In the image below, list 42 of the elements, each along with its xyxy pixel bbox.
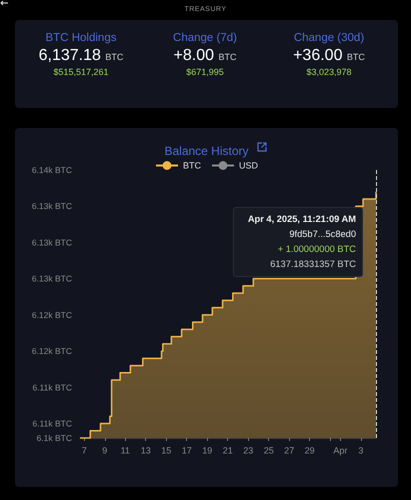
- x-tick-label: Apr: [333, 446, 348, 456]
- x-tick-label: 15: [161, 446, 172, 456]
- x-tick-label: 9: [102, 446, 108, 456]
- annotation: 6137.18331357 BTC: [269, 258, 357, 271]
- annotation: + 1.00000000 BTC: [276, 243, 357, 256]
- x-tick-label: 29: [304, 446, 315, 456]
- y-tick-label: 6.13k BTC: [32, 274, 72, 284]
- x-tick-label: 23: [243, 446, 254, 456]
- x-tick-label: 7: [82, 446, 87, 456]
- text: BTC: [218, 52, 236, 62]
- legend-label: BTC: [183, 160, 202, 170]
- text: BTC Holdings: [44, 32, 118, 44]
- y-tick-label: 6.11k BTC: [32, 382, 72, 392]
- y-tick-label: 6.13k BTC: [32, 237, 72, 248]
- annotation: Apr 4, 2025, 11:21:09 AM: [246, 213, 357, 226]
- text: $515,517,261: [52, 67, 110, 77]
- y-tick-label: 6.11k BTC: [32, 418, 72, 429]
- x-tick-label: 3: [358, 446, 364, 456]
- text: +8.00: [174, 47, 214, 64]
- annotation: 9fd5b7...5c8ed0: [288, 228, 357, 241]
- text: Change (7d): [172, 32, 238, 44]
- y-tick-label: 6.13k BTC: [32, 201, 72, 212]
- text: 6,137.18: [38, 47, 101, 64]
- text: +36.00: [293, 47, 342, 64]
- text: $3,023,978: [305, 67, 353, 77]
- y-tick-label: 6.14k BTC: [32, 165, 72, 175]
- x-tick-label: 21: [222, 446, 233, 456]
- x-tick-label: 17: [182, 446, 192, 456]
- y-tick-label: 6.12k BTC: [32, 346, 72, 356]
- text: BTC: [105, 52, 124, 62]
- text: BTC: [346, 52, 365, 62]
- legend-label: USD: [239, 160, 258, 170]
- x-tick-label: 13: [140, 446, 151, 456]
- x-tick-label: 27: [284, 446, 294, 456]
- x-tick-label: 25: [264, 446, 274, 456]
- y-tick-label: 6.1k BTC: [36, 433, 72, 443]
- text: Change (30d): [292, 32, 366, 44]
- x-tick-label: 19: [202, 446, 212, 456]
- x-tick-label: 11: [120, 446, 130, 456]
- y-tick-label: 6.12k BTC: [32, 310, 72, 320]
- text: $671,995: [185, 67, 225, 77]
- chart-title: Balance History: [164, 144, 249, 158]
